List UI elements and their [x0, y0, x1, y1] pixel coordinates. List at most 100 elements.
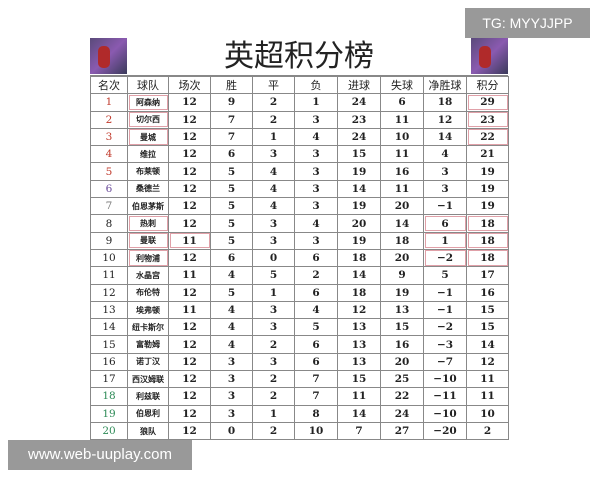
cell-rank: 20 [90, 421, 128, 441]
header-goals-against: 失球 [380, 75, 424, 95]
cell-goal-difference: 6 [423, 214, 467, 233]
cell-goal-difference: 5 [423, 266, 467, 285]
cell-won: 9 [210, 93, 253, 112]
cell-team: 水晶宫 [127, 266, 169, 285]
cell-played: 12 [168, 214, 211, 233]
cell-goals-for: 18 [337, 283, 381, 302]
cell-drawn: 2 [252, 370, 295, 389]
cell-goal-difference: 14 [423, 127, 467, 147]
cell-drawn: 4 [252, 162, 295, 181]
header-team: 球队 [127, 75, 169, 95]
cell-played: 11 [168, 266, 211, 285]
cell-goals-against: 19 [380, 283, 424, 302]
cell-goals-against: 11 [380, 145, 424, 164]
cell-rank: 4 [90, 145, 128, 164]
cell-drawn: 3 [252, 231, 295, 250]
cell-points: 21 [466, 145, 509, 164]
cell-lost: 6 [294, 335, 338, 354]
cell-goal-difference: −10 [423, 404, 467, 423]
cell-played: 12 [168, 93, 211, 112]
cell-goal-difference: 1 [423, 231, 467, 250]
cell-drawn: 2 [252, 387, 295, 406]
watermark-top: TG: MYYJJPP [465, 8, 590, 38]
table-row: 5 布莱顿 12 5 4 3 19 16 3 19 [90, 162, 509, 181]
standings-sheet: 英超积分榜 名次 球队 场次胜平负进球 失球 净胜球 积分 1 阿森纳 12 9 2 1 24 6 18 2… [90, 38, 509, 441]
header-points: 积分 [466, 75, 509, 95]
table-row: 18 利兹联 12 3 2 7 11 22 −11 11 [90, 387, 509, 406]
cell-won: 5 [210, 231, 253, 250]
cell-points: 11 [466, 370, 509, 389]
cell-team: 维拉 [127, 145, 169, 164]
cell-won: 3 [210, 370, 253, 389]
cell-goals-against: 11 [380, 110, 424, 129]
cell-points: 19 [466, 179, 509, 199]
cell-goals-against: 22 [380, 387, 424, 406]
cell-goal-difference: −2 [423, 318, 467, 337]
table-row: 2 切尔西 12 7 2 3 23 11 12 23 [90, 110, 509, 129]
cell-drawn: 2 [252, 421, 295, 441]
cell-team: 阿森纳 [127, 93, 169, 112]
table-row: 15 富勒姆 12 4 2 6 13 16 −3 14 [90, 335, 509, 354]
cell-drawn: 1 [252, 283, 295, 302]
cell-drawn: 0 [252, 248, 295, 268]
cell-goals-against: 20 [380, 248, 424, 268]
cell-rank: 3 [90, 127, 128, 147]
cell-goals-against: 11 [380, 179, 424, 199]
cell-points: 10 [466, 404, 509, 423]
cell-goals-against: 20 [380, 197, 424, 216]
cell-won: 3 [210, 404, 253, 423]
cell-played: 11 [168, 300, 211, 320]
cell-lost: 3 [294, 145, 338, 164]
cell-drawn: 2 [252, 110, 295, 129]
cell-goals-against: 18 [380, 231, 424, 250]
cell-lost: 4 [294, 214, 338, 233]
cell-won: 5 [210, 162, 253, 181]
cell-won: 4 [210, 300, 253, 320]
cell-goals-for: 15 [337, 370, 381, 389]
cell-goal-difference: −20 [423, 421, 467, 441]
cell-points: 19 [466, 197, 509, 216]
table-row: 7 伯恩茅斯 12 5 4 3 19 20 −1 19 [90, 197, 509, 216]
cell-team: 纽卡斯尔 [127, 318, 169, 337]
cell-points: 18 [466, 231, 509, 250]
cell-won: 7 [210, 127, 253, 147]
header-goal-difference: 净胜球 [423, 75, 467, 95]
table-row: 10 利物浦 12 6 0 6 18 20 −2 18 [90, 248, 509, 268]
cell-goals-against: 16 [380, 162, 424, 181]
header-goals-for: 进球 [337, 75, 381, 95]
cell-played: 12 [168, 370, 211, 389]
cell-drawn: 2 [252, 93, 295, 112]
watermark-bottom: www.web-uuplay.com [8, 440, 192, 470]
cell-rank: 16 [90, 352, 128, 372]
cell-rank: 5 [90, 162, 128, 181]
cell-team: 狼队 [127, 421, 169, 441]
cell-played: 12 [168, 318, 211, 337]
cell-won: 6 [210, 145, 253, 164]
cell-goal-difference: 3 [423, 179, 467, 199]
cell-goals-for: 13 [337, 318, 381, 337]
table-row: 3 曼城 12 7 1 4 24 10 14 22 [90, 127, 509, 147]
cell-played: 12 [168, 127, 211, 147]
cell-rank: 18 [90, 387, 128, 406]
cell-drawn: 1 [252, 127, 295, 147]
table-row: 8 热刺 12 5 3 4 20 14 6 18 [90, 214, 509, 233]
page-title: 英超积分榜 [224, 39, 374, 74]
cell-goals-against: 24 [380, 404, 424, 423]
cell-played: 12 [168, 197, 211, 216]
cell-team: 伯恩茅斯 [127, 197, 169, 216]
cell-goals-for: 11 [337, 387, 381, 406]
cell-rank: 7 [90, 197, 128, 216]
cell-won: 0 [210, 421, 253, 441]
cell-played: 12 [168, 110, 211, 129]
header-lost: 负 [294, 75, 338, 95]
cell-goals-against: 16 [380, 335, 424, 354]
table-row: 9 曼联 11 5 3 3 19 18 1 18 [90, 231, 509, 250]
title-row: 英超积分榜 [90, 38, 508, 76]
cell-played: 12 [168, 179, 211, 199]
cell-points: 23 [466, 110, 509, 129]
cell-goal-difference: −1 [423, 197, 467, 216]
cell-goals-for: 13 [337, 335, 381, 354]
cell-rank: 6 [90, 179, 128, 199]
cell-lost: 7 [294, 370, 338, 389]
table-row: 1 阿森纳 12 9 2 1 24 6 18 29 [90, 93, 509, 112]
